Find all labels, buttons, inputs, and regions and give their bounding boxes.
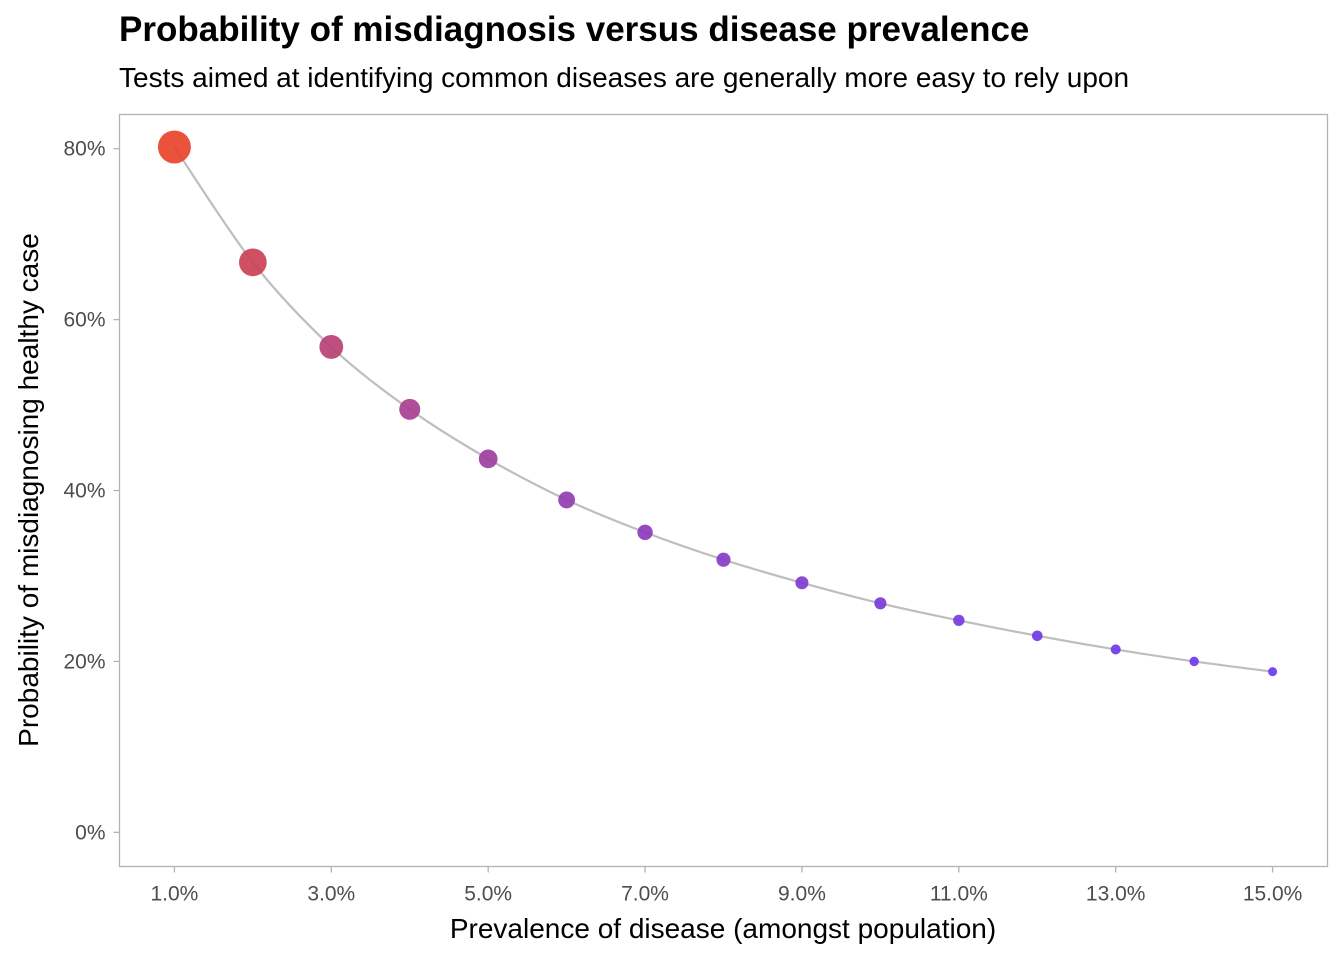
x-axis: 1.0% 3.0% 5.0% 7.0% 9.0% 11.0% 13.0% 15.0%	[150, 866, 1303, 906]
data-point	[795, 576, 809, 590]
data-point	[157, 130, 191, 164]
y-tick-label: 80%	[63, 138, 105, 161]
y-axis-title: Probability of misdiagnosing healthy cas…	[13, 233, 44, 747]
data-point	[953, 614, 965, 627]
x-tick-label: 5.0%	[464, 883, 512, 906]
x-tick-label: 7.0%	[621, 883, 669, 906]
trend-line	[173, 146, 1273, 673]
data-points	[157, 130, 1278, 677]
x-tick-label: 3.0%	[307, 883, 355, 906]
data-point	[1031, 630, 1043, 642]
y-tick-label: 0%	[75, 821, 105, 844]
data-point	[1110, 644, 1121, 655]
data-point	[478, 449, 498, 469]
chart-subtitle: Tests aimed at identifying common diseas…	[119, 62, 1130, 93]
x-tick-label: 1.0%	[150, 883, 198, 906]
data-point	[399, 398, 421, 420]
y-axis: 0% 20% 40% 60% 80%	[63, 138, 120, 844]
x-axis-title: Prevalence of disease (amongst populatio…	[450, 913, 996, 944]
y-tick-label: 40%	[63, 480, 105, 503]
x-tick-label: 15.0%	[1243, 883, 1303, 906]
data-point	[558, 491, 576, 509]
x-tick-label: 9.0%	[778, 883, 826, 906]
y-tick-label: 60%	[63, 309, 105, 332]
data-point	[1268, 667, 1278, 677]
y-tick-label: 20%	[63, 650, 105, 673]
plot-border	[118, 113, 1329, 868]
data-point	[1189, 656, 1199, 667]
x-tick-label: 11.0%	[930, 883, 988, 906]
data-point	[238, 248, 267, 277]
data-point	[874, 597, 887, 610]
data-point	[319, 335, 344, 359]
x-tick-label: 13.0%	[1086, 883, 1146, 906]
data-point	[716, 552, 731, 567]
chart-title: Probability of misdiagnosis versus disea…	[119, 10, 1030, 49]
data-point	[637, 524, 653, 541]
